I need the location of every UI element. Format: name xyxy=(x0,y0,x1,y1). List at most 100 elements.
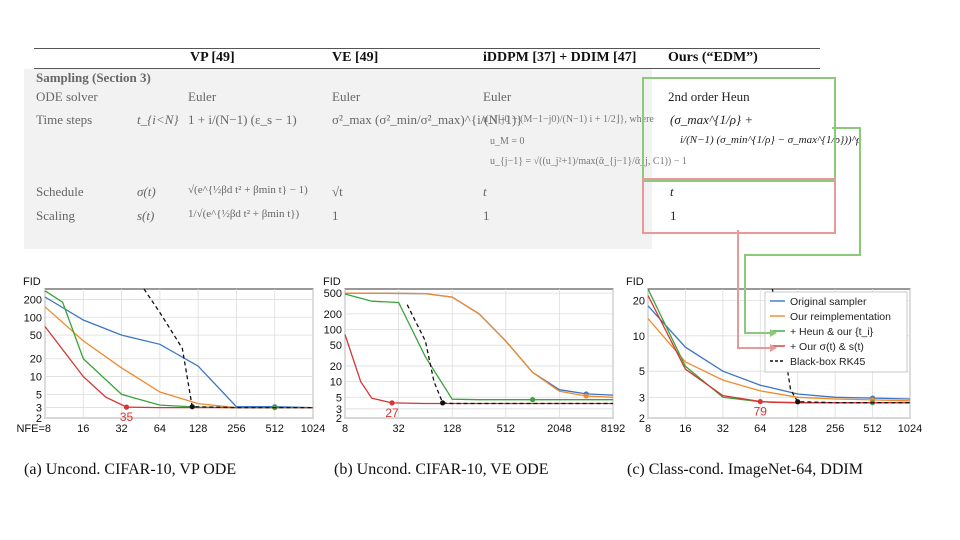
legend-label: + Heun & our {t_i} xyxy=(790,326,874,338)
series-line-5 xyxy=(406,304,613,405)
min-nfe-annotation: 79 xyxy=(754,405,768,419)
caption-b: (b) Uncond. CIFAR-10, VE ODE xyxy=(334,461,549,478)
green-connector xyxy=(744,127,861,334)
col-header-ddim: iDDPM [37] + DDIM [47] xyxy=(483,50,637,65)
section-title: Sampling (Section 3) xyxy=(36,70,151,85)
y-tick-label: 200 xyxy=(24,294,42,306)
x-tick-label: 128 xyxy=(443,423,461,435)
x-tick-label: 8192 xyxy=(601,423,625,435)
green-arrowhead xyxy=(770,329,777,337)
y-tick-label: 5 xyxy=(639,366,645,378)
series-marker-5 xyxy=(795,399,801,405)
series-line-1 xyxy=(647,305,911,400)
series-marker-5 xyxy=(189,404,195,410)
series-marker-2 xyxy=(583,393,589,399)
series-marker-5 xyxy=(440,400,446,406)
x-tick-label: 8 xyxy=(645,423,651,435)
series-line-2 xyxy=(344,292,614,398)
ddim-timesteps-line2: u_M = 0 xyxy=(490,136,525,147)
red-arrowhead xyxy=(770,344,777,352)
caption-a: (a) Uncond. CIFAR-10, VP ODE xyxy=(24,461,237,478)
y-tick-label: 2 xyxy=(336,413,342,425)
caption-c: (c) Class-cond. ImageNet-64, DDIM xyxy=(627,461,863,478)
x-tick-label: 1024 xyxy=(301,423,325,435)
x-tick-label: 32 xyxy=(717,423,729,435)
x-tick-label: 64 xyxy=(754,423,766,435)
y-tick-label: 3 xyxy=(336,404,342,416)
col-header-ve: VE [49] xyxy=(332,50,379,65)
table-header-rule xyxy=(34,68,820,69)
ve-schedule: √t xyxy=(332,184,343,199)
y-tick-label: 10 xyxy=(30,372,42,384)
vp-schedule: √(e^{½βd t² + βmin t} − 1) xyxy=(188,184,308,196)
series-line-2 xyxy=(647,318,911,402)
y-tick-label: 10 xyxy=(330,377,342,389)
ve-scaling: 1 xyxy=(332,208,339,223)
x-tick-label: 256 xyxy=(227,423,245,435)
row-label-schedule: Schedule xyxy=(36,184,84,199)
x-tick-label: 2048 xyxy=(547,423,571,435)
ddim-timesteps-line1: u_{⌊j0 + (M−1−j0)/(N−1) i + 1/2⌋}, where xyxy=(483,114,654,125)
y-tick-label: 20 xyxy=(330,361,342,373)
x-tick-label: 32 xyxy=(115,423,127,435)
plot-vp-ode: NFE=8 16 32 64 128 256 512 1024 200 100 50 20 10 5 32 F… xyxy=(16,276,325,435)
min-nfe-annotation: 35 xyxy=(120,410,134,424)
sym-timesteps: t_{i<N} xyxy=(137,112,179,127)
ve-timesteps: σ²_max (σ²_min/σ²_max)^{i/(N−1)} xyxy=(332,112,523,127)
legend: Original sampler Our reimplementation + He… xyxy=(764,291,908,373)
y-tick-label: 5 xyxy=(336,392,342,404)
y-tick-label: 100 xyxy=(24,312,42,324)
y-tick-label: 3 xyxy=(36,403,42,415)
x-tick-label: NFE=8 xyxy=(16,423,51,435)
series-line-4 xyxy=(344,334,613,405)
x-tick-label: 64 xyxy=(154,423,166,435)
x-tick-label: 512 xyxy=(863,423,881,435)
min-nfe-annotation: 27 xyxy=(385,406,399,420)
x-tick-label: 512 xyxy=(266,423,284,435)
plot-frame xyxy=(344,288,614,419)
legend-label: + Our σ(t) & s(t) xyxy=(790,341,864,353)
y-tick-label: 20 xyxy=(633,295,645,307)
x-tick-label: 128 xyxy=(789,423,807,435)
x-tick-label: 128 xyxy=(189,423,207,435)
y-tick-label: 50 xyxy=(30,330,42,342)
vp-timesteps: 1 + i/(N−1) (ε_s − 1) xyxy=(188,112,297,127)
y-axis-label: FID xyxy=(23,276,41,288)
table-background xyxy=(24,69,652,249)
legend-box xyxy=(764,291,908,373)
series-marker-4 xyxy=(123,404,130,410)
ddim-scaling: 1 xyxy=(483,208,490,223)
series-marker-4 xyxy=(757,398,763,405)
legend-label: Our reimplementation xyxy=(790,311,891,323)
vp-scaling: 1/√(e^{½βd t² + βmin t}) xyxy=(188,208,300,220)
edm-timesteps-line1: (σ_max^{1/ρ} + xyxy=(670,112,754,127)
y-tick-label: 5 xyxy=(36,389,42,401)
ddim-solver: Euler xyxy=(483,89,512,104)
y-tick-label: 100 xyxy=(324,325,342,337)
edm-scaling: 1 xyxy=(670,208,677,223)
edm-heun-highlight-box xyxy=(642,77,836,182)
col-header-edm: Ours (“EDM”) xyxy=(668,50,758,65)
ve-solver: Euler xyxy=(332,89,361,104)
series-line-5 xyxy=(143,288,313,409)
plot-frame xyxy=(44,288,314,419)
row-label-scaling: Scaling xyxy=(36,208,75,223)
edm-timesteps-line2: i/(N−1) (σ_min^{1/ρ} − σ_max^{1/ρ}))^ρ xyxy=(680,134,862,146)
legend-label: Black-box RK45 xyxy=(790,356,865,368)
edm-schedule: t xyxy=(670,184,674,199)
y-axis-label: FID xyxy=(323,276,341,288)
legend-label: Original sampler xyxy=(790,296,867,308)
y-tick-label: 500 xyxy=(324,288,342,300)
row-label-ode: ODE solver xyxy=(36,89,98,104)
red-connector xyxy=(737,230,770,349)
sym-schedule: σ(t) xyxy=(137,184,156,199)
series-line-3 xyxy=(344,293,613,401)
edm-solver: 2nd order Heun xyxy=(668,89,750,104)
table-top-rule xyxy=(34,48,820,49)
x-tick-label: 32 xyxy=(392,423,404,435)
y-tick-label: 20 xyxy=(30,354,42,366)
y-tick-label: 2 xyxy=(639,413,645,425)
series-marker-4 xyxy=(389,400,395,406)
